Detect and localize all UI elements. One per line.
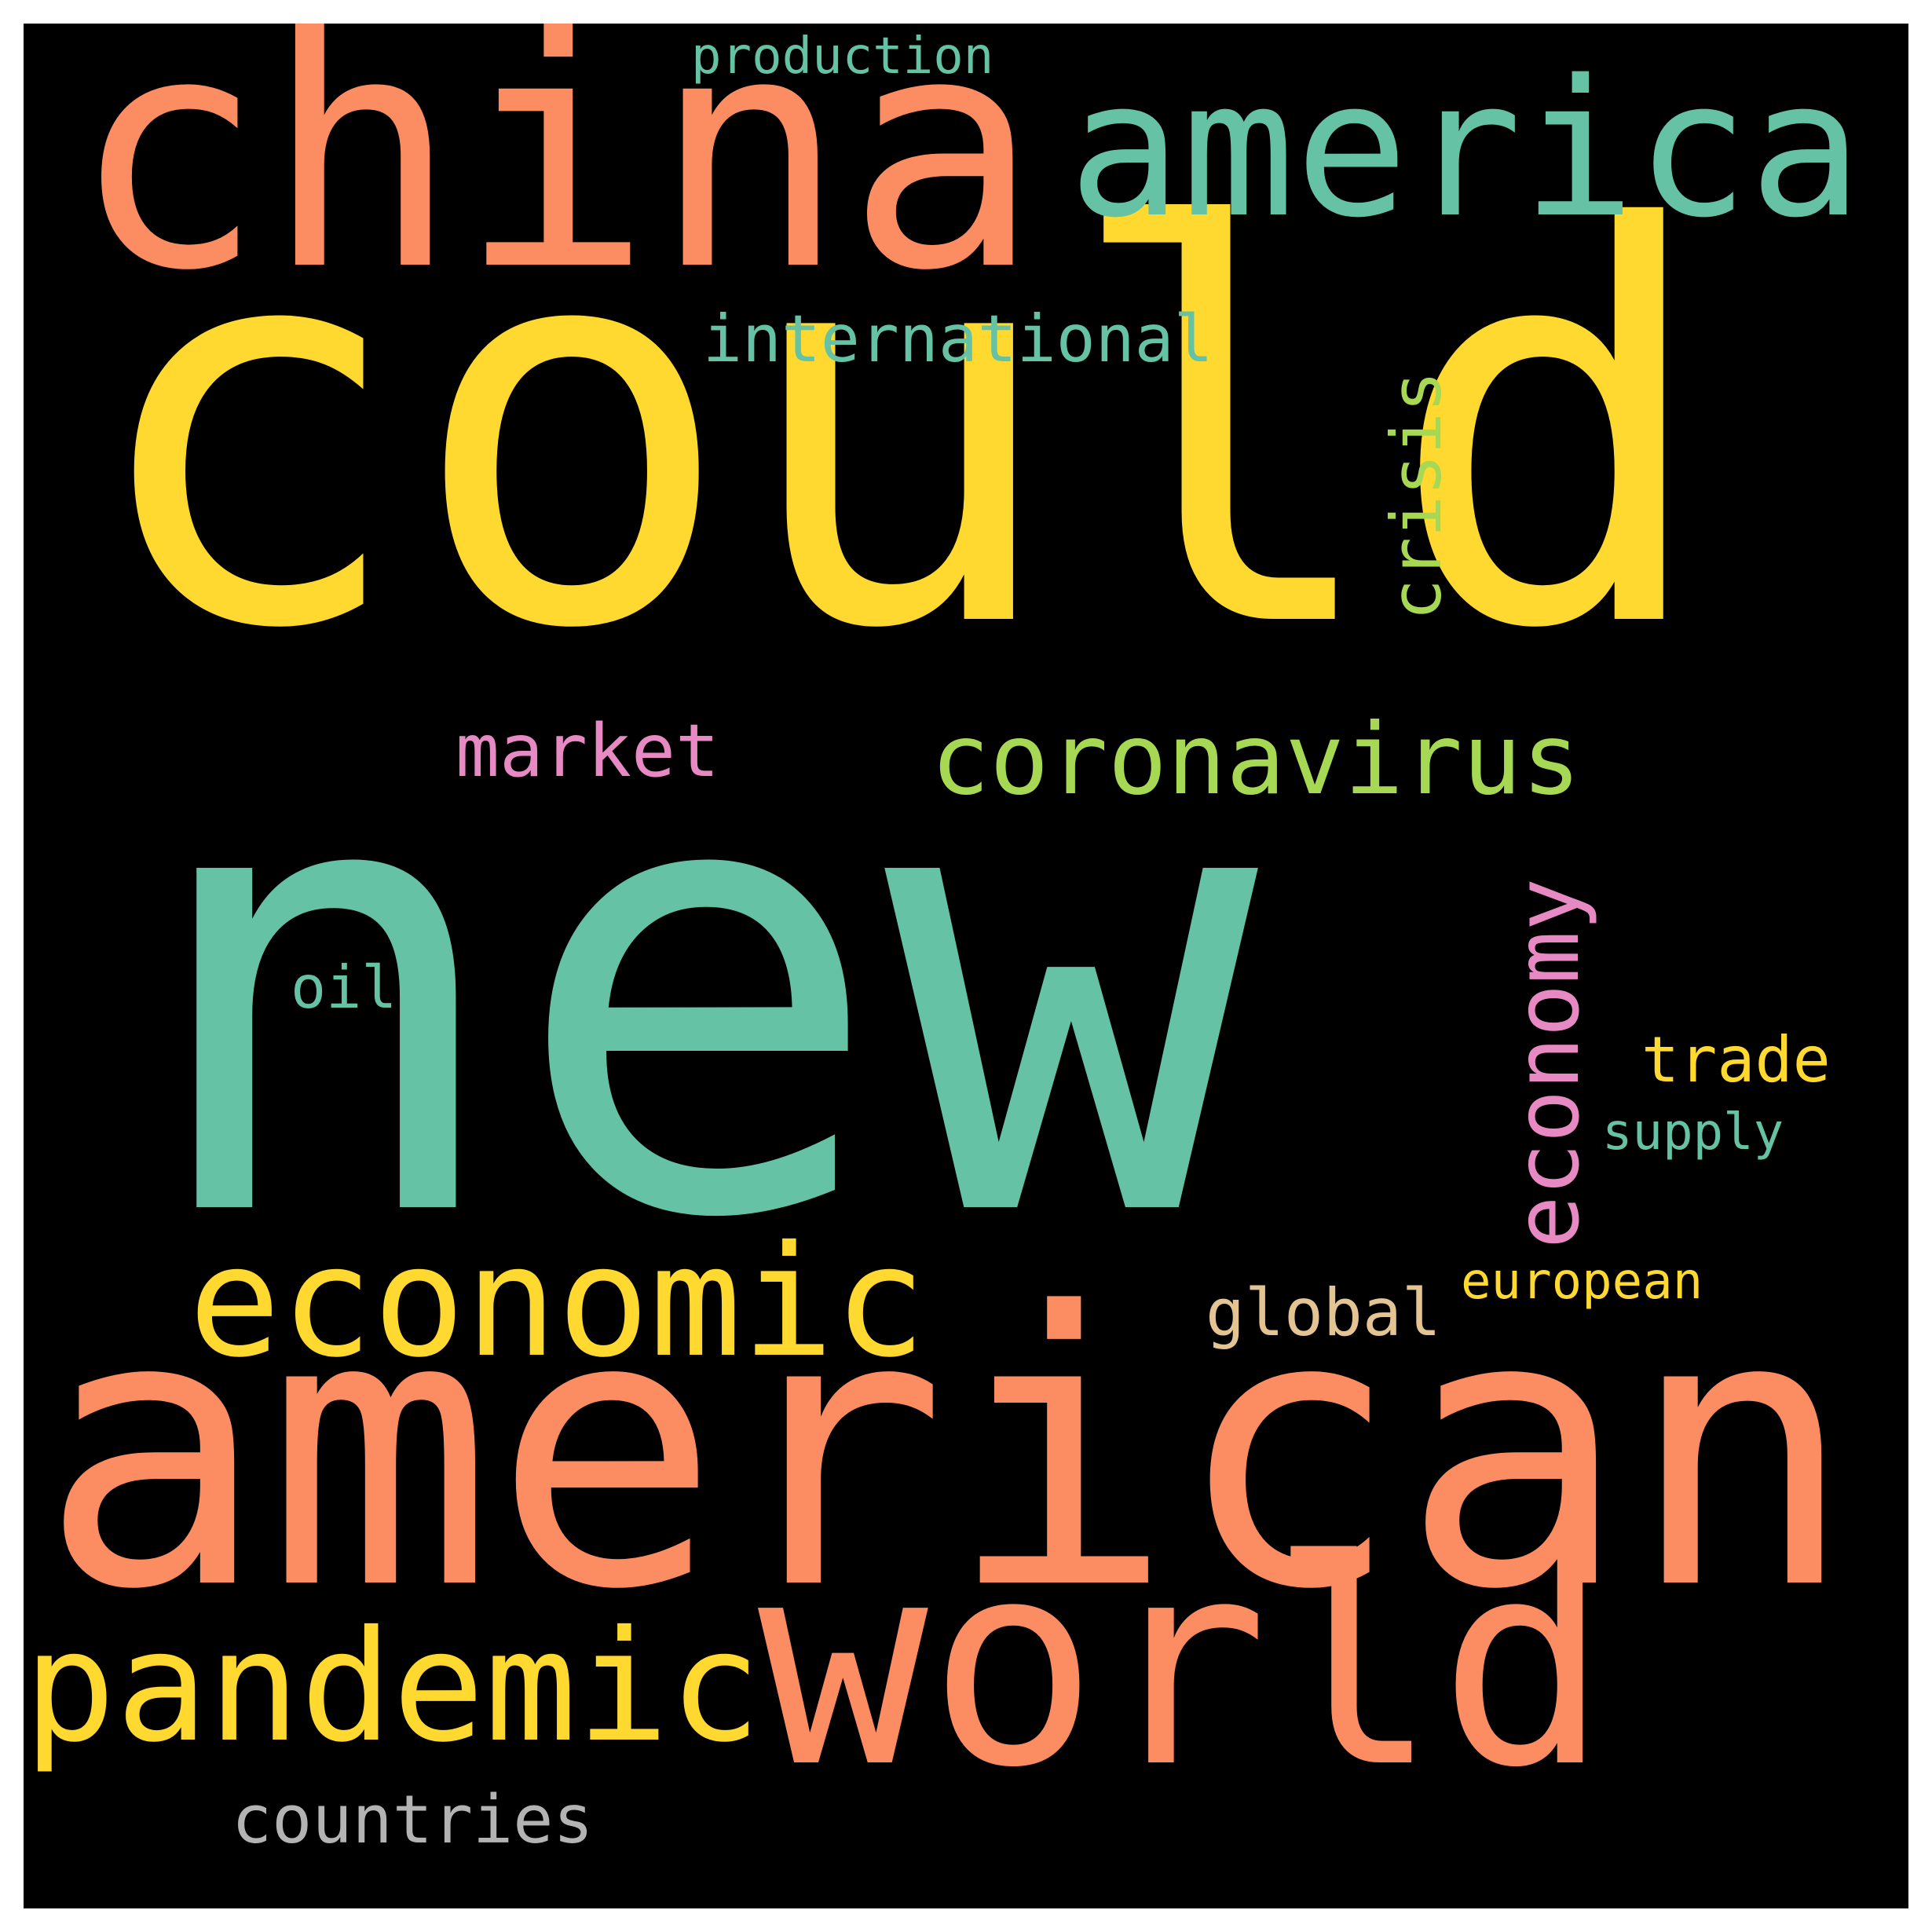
word-trade: trade: [1641, 1023, 1831, 1096]
word-economy: economy: [1497, 877, 1599, 1249]
word-european: european: [1461, 1253, 1703, 1311]
word-china: china: [71, 24, 1041, 341]
word-could: could: [82, 116, 1714, 747]
word-countries: countries: [232, 1781, 594, 1859]
word-pandemic: pandemic: [24, 1597, 762, 1776]
word-oil: oil: [291, 953, 397, 1022]
word-america: america: [1068, 39, 1863, 259]
word-world: world: [758, 1500, 1609, 1829]
word-crisis: crisis: [1376, 371, 1457, 620]
word-new: new: [137, 632, 1258, 1354]
word-supply: supply: [1602, 1103, 1784, 1162]
word-economic: economic: [188, 1213, 927, 1391]
word-american: american: [39, 1233, 1855, 1672]
word-coronavirus: coronavirus: [931, 703, 1581, 817]
word-international: international: [703, 301, 1213, 377]
word-global: global: [1206, 1275, 1441, 1351]
word-production: production: [691, 27, 994, 86]
word-market: market: [456, 708, 719, 793]
word-cloud-canvas: could new american china america world e…: [24, 24, 1908, 1908]
